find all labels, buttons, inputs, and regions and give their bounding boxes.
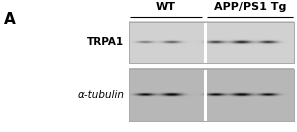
Text: APP/PS1 Tg: APP/PS1 Tg [214, 2, 287, 12]
Bar [203, 22, 207, 63]
Bar [129, 69, 294, 121]
Text: WT: WT [156, 2, 176, 12]
Bar [203, 69, 207, 121]
Bar [129, 22, 294, 63]
Bar [129, 22, 294, 63]
Bar [129, 69, 294, 121]
Text: TRPA1: TRPA1 [87, 37, 124, 47]
Text: A: A [4, 12, 15, 27]
Text: α-tubulin: α-tubulin [77, 90, 124, 100]
